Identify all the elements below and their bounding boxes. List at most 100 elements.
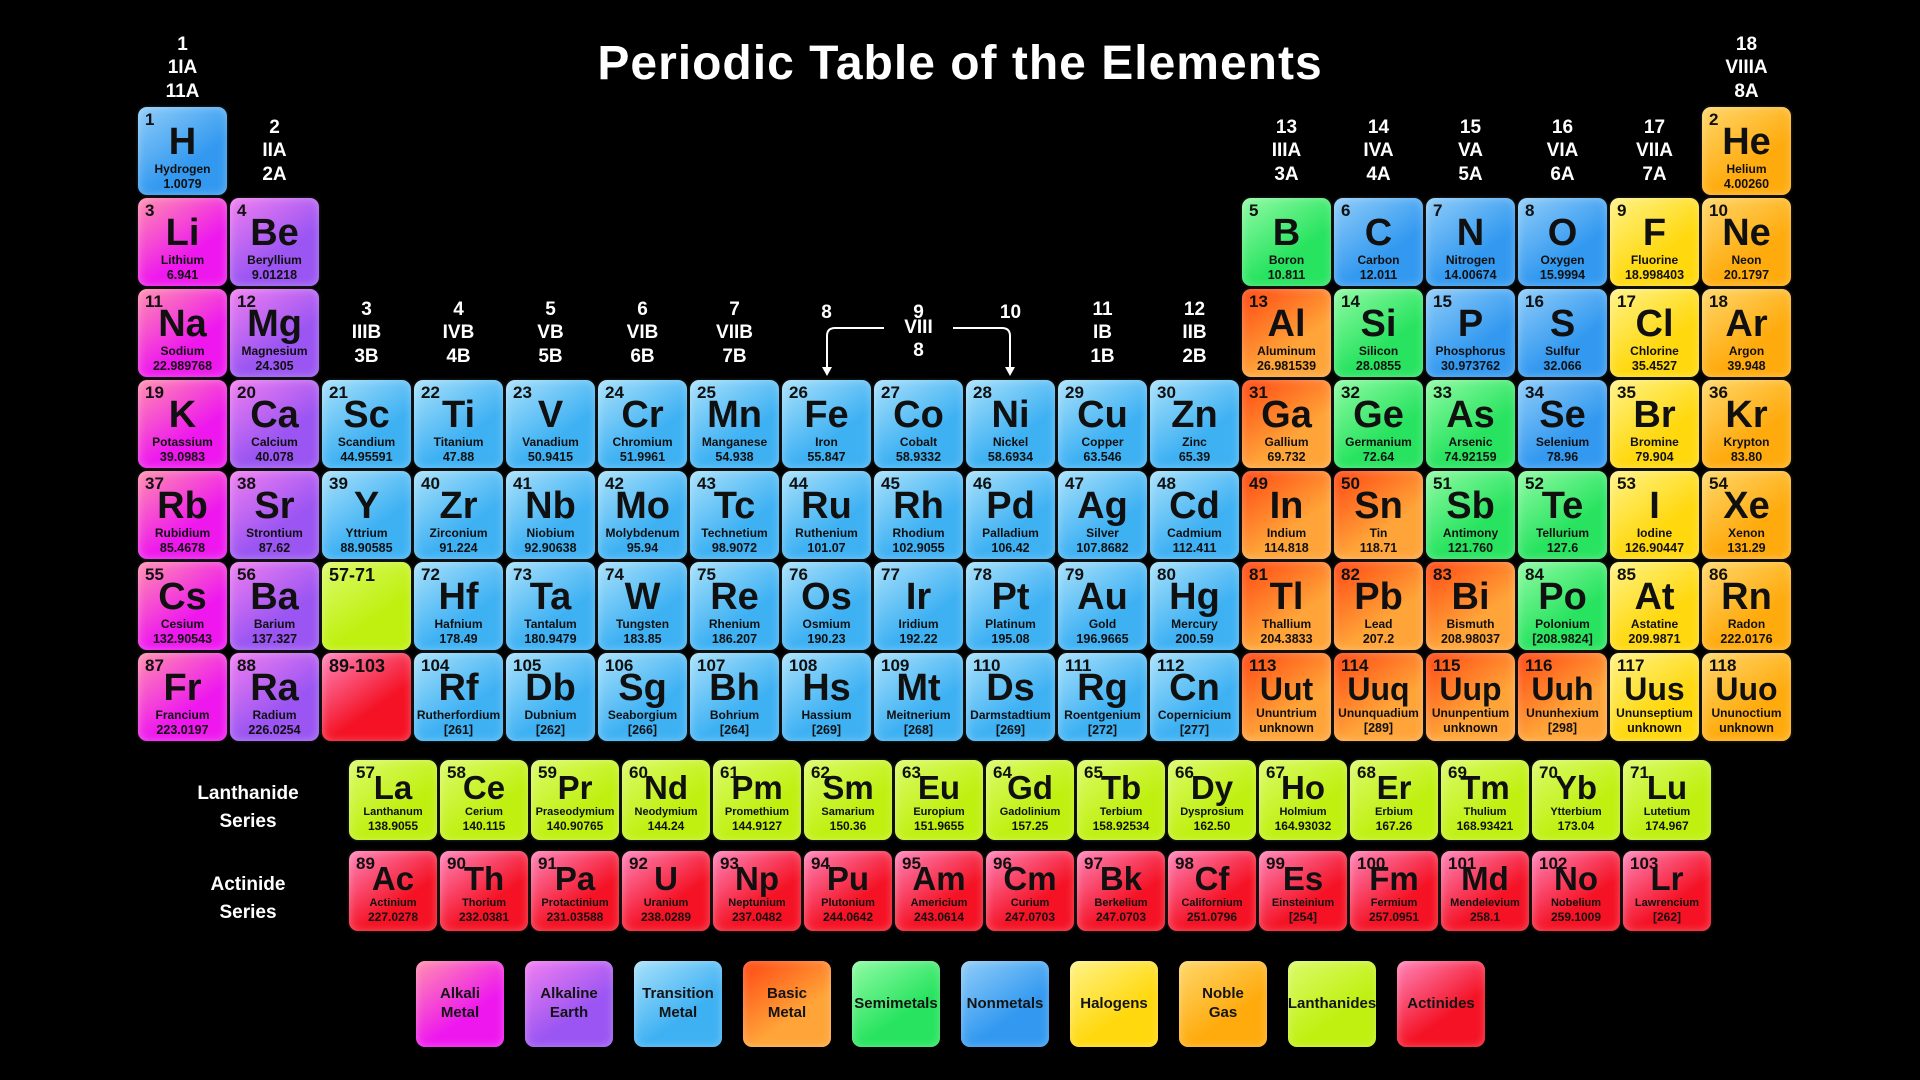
element-tile-ge: 32 Ge Germanium 72.64 — [1334, 380, 1423, 468]
element-tile-li: 3 Li Lithium 6.941 — [138, 198, 227, 286]
group-header-1: 1 1IA 11A — [165, 34, 200, 102]
element-tile-mo: 42 Mo Molybdenum 95.94 — [598, 471, 687, 559]
legend-swatch-halogen: Halogens — [1070, 961, 1158, 1047]
element-tile-tl: 81 Tl Thallium 204.3833 — [1242, 562, 1331, 650]
element-tile-ce: 58 Ce Cerium 140.115 — [440, 760, 528, 840]
element-tile-te: 52 Te Tellurium 127.6 — [1518, 471, 1607, 559]
element-tile-lr: 103 Lr Lawrencium [262] — [1623, 851, 1711, 931]
element-tile-uus: 117 Uus Ununseptium unknown — [1610, 653, 1699, 741]
legend-swatch-nonmetal: Nonmetals — [961, 961, 1049, 1047]
element-tile-c: 6 C Carbon 12.011 — [1334, 198, 1423, 286]
element-tile-gd: 64 Gd Gadolinium 157.25 — [986, 760, 1074, 840]
group-viii-label: VIII — [904, 317, 933, 338]
element-tile-nd: 60 Nd Neodymium 144.24 — [622, 760, 710, 840]
element-tile-ar: 18 Ar Argon 39.948 — [1702, 289, 1791, 377]
legend-swatch-basic: Basic Metal — [743, 961, 831, 1047]
element-tile-sn: 50 Sn Tin 118.71 — [1334, 471, 1423, 559]
element-tile-w: 74 W Tungsten 183.85 — [598, 562, 687, 650]
element-tile-b: 5 B Boron 10.811 — [1242, 198, 1331, 286]
element-tile-co: 27 Co Cobalt 58.9332 — [874, 380, 963, 468]
element-tile-fe: 26 Fe Iron 55.847 — [782, 380, 871, 468]
element-tile-mt: 109 Mt Meitnerium [268] — [874, 653, 963, 741]
element-tile-uuq: 114 Uuq Ununquadium [289] — [1334, 653, 1423, 741]
group-9-number: 9 — [913, 302, 924, 323]
element-tile-fm: 100 Fm Fermium 257.0951 — [1350, 851, 1438, 931]
element-tile-tb: 65 Tb Terbium 158.92534 — [1077, 760, 1165, 840]
element-tile-bh: 107 Bh Bohrium [264] — [690, 653, 779, 741]
group-header-12: 12 IIB 2B — [1182, 299, 1207, 367]
element-tile-pd: 46 Pd Palladium 106.42 — [966, 471, 1055, 559]
element-tile-pu: 94 Pu Plutonium 244.0642 — [804, 851, 892, 931]
element-tile-rf: 104 Rf Rutherfordium [261] — [414, 653, 503, 741]
element-tile-ta: 73 Ta Tantalum 180.9479 — [506, 562, 595, 650]
element-tile-p: 15 P Phosphorus 30.973762 — [1426, 289, 1515, 377]
element-tile-th: 90 Th Thorium 232.0381 — [440, 851, 528, 931]
lanthanide-series-label: Lanthanide Series — [197, 783, 299, 832]
element-tile-h: 1 H Hydrogen 1.0079 — [138, 107, 227, 195]
element-tile-cm: 96 Cm Curium 247.0703 — [986, 851, 1074, 931]
element-tile-os: 76 Os Osmium 190.23 — [782, 562, 871, 650]
element-tile-he: 2 He Helium 4.00260 — [1702, 107, 1791, 195]
placeholder-tile-89-103: 89-103 — [322, 653, 411, 741]
page-title: Periodic Table of the Elements — [597, 37, 1323, 90]
element-tile-i: 53 I Iodine 126.90447 — [1610, 471, 1699, 559]
element-tile-hg: 80 Hg Mercury 200.59 — [1150, 562, 1239, 650]
element-tile-br: 35 Br Bromine 79.904 — [1610, 380, 1699, 468]
element-tile-s: 16 S Sulfur 32.066 — [1518, 289, 1607, 377]
bracket-arrows-icon — [822, 327, 1015, 376]
actinide-series-row: 89 Ac Actinium 227.0278 90 Th Thorium 232.0381 9… — [349, 851, 1711, 931]
group-header-3: 3 IIIB 3B — [351, 299, 382, 367]
element-tile-ir: 77 Ir Iridium 192.22 — [874, 562, 963, 650]
element-tile-u: 92 U Uranium 238.0289 — [622, 851, 710, 931]
legend-swatch-transition: Transition Metal — [634, 961, 722, 1047]
element-tile-in: 49 In Indium 114.818 — [1242, 471, 1331, 559]
legend-swatch-noble: Noble Gas — [1179, 961, 1267, 1047]
element-tile-o: 8 O Oxygen 15.9994 — [1518, 198, 1607, 286]
element-tile-cn: 112 Cn Copernicium [277] — [1150, 653, 1239, 741]
element-tile-pa: 91 Pa Protactinium 231.03588 — [531, 851, 619, 931]
element-tile-rn: 86 Rn Radon 222.0176 — [1702, 562, 1791, 650]
element-tile-n: 7 N Nitrogen 14.00674 — [1426, 198, 1515, 286]
lanthanide-series-row: 57 La Lanthanum 138.9055 58 Ce Cerium 140.115 59… — [349, 760, 1711, 840]
placeholder-tile-57-71: 57-71 — [322, 562, 411, 650]
element-tile-bi: 83 Bi Bismuth 208.98037 — [1426, 562, 1515, 650]
element-tile-cu: 29 Cu Copper 63.546 — [1058, 380, 1147, 468]
element-tile-v: 23 V Vanadium 50.9415 — [506, 380, 595, 468]
legend-swatch-lanthanide: Lanthanides — [1288, 961, 1376, 1047]
element-tile-au: 79 Au Gold 196.9665 — [1058, 562, 1147, 650]
group-header-16: 16 VIA 6A — [1546, 117, 1579, 185]
element-tile-cl: 17 Cl Chlorine 35.4527 — [1610, 289, 1699, 377]
group-viii-sub-label: 8 — [913, 340, 924, 361]
element-tile-ti: 22 Ti Titanium 47.88 — [414, 380, 503, 468]
element-tile-sb: 51 Sb Antimony 121.760 — [1426, 471, 1515, 559]
group-header-2: 2 IIA 2A — [262, 117, 287, 185]
element-tile-cr: 24 Cr Chromium 51.9961 — [598, 380, 687, 468]
group-header-4: 4 IVB 4B — [442, 299, 475, 367]
element-tile-cs: 55 Cs Cesium 132.90543 — [138, 562, 227, 650]
legend-swatch-alkaline: Alkaline Earth — [525, 961, 613, 1047]
legend-swatch-actinide: Actinides — [1397, 961, 1485, 1047]
element-tile-ru: 44 Ru Ruthenium 101.07 — [782, 471, 871, 559]
legend-swatch-semimetal: Semimetals — [852, 961, 940, 1047]
element-tile-ho: 67 Ho Holmium 164.93032 — [1259, 760, 1347, 840]
group-header-6: 6 VIB 6B — [626, 299, 659, 367]
element-tile-cd: 48 Cd Cadmium 112.411 — [1150, 471, 1239, 559]
element-tile-sm: 62 Sm Samarium 150.36 — [804, 760, 892, 840]
element-tile-sr: 38 Sr Strontium 87.62 — [230, 471, 319, 559]
group-header-14: 14 IVA 4A — [1363, 117, 1394, 185]
element-tile-pb: 82 Pb Lead 207.2 — [1334, 562, 1423, 650]
group-header-5: 5 VB 5B — [537, 299, 564, 367]
group-8-number: 8 — [821, 302, 832, 323]
element-tile-ca: 20 Ca Calcium 40.078 — [230, 380, 319, 468]
element-tile-tc: 43 Tc Technetium 98.9072 — [690, 471, 779, 559]
element-tile-as: 33 As Arsenic 74.92159 — [1426, 380, 1515, 468]
element-tile-ga: 31 Ga Gallium 69.732 — [1242, 380, 1331, 468]
group-header-7: 7 VIIB 7B — [716, 299, 753, 367]
group-header-17: 17 VIIA 7A — [1636, 117, 1673, 185]
element-tile-eu: 63 Eu Europium 151.9655 — [895, 760, 983, 840]
element-tile-be: 4 Be Beryllium 9.01218 — [230, 198, 319, 286]
element-tile-la: 57 La Lanthanum 138.9055 — [349, 760, 437, 840]
element-tile-po: 84 Po Polonium [208.9824] — [1518, 562, 1607, 650]
element-tile-se: 34 Se Selenium 78.96 — [1518, 380, 1607, 468]
element-tile-ni: 28 Ni Nickel 58.6934 — [966, 380, 1055, 468]
